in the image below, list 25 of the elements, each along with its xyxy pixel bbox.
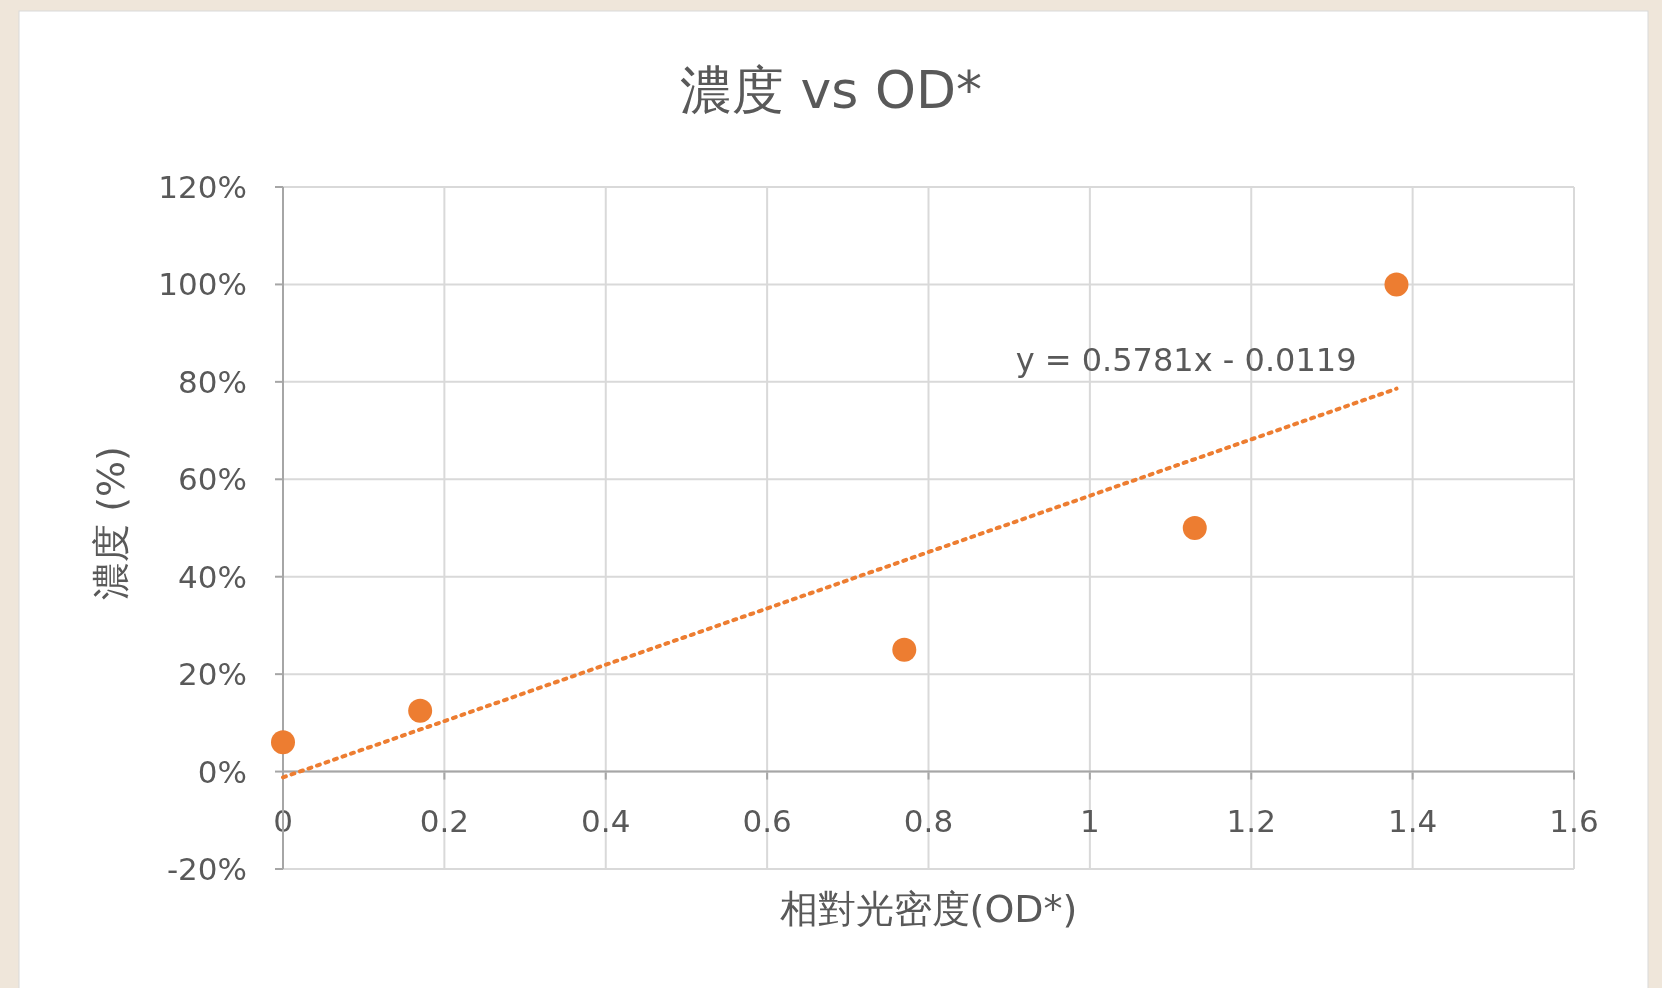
x-axis-title: 相對光密度(OD*) — [779, 887, 1078, 931]
y-tick-label: 0% — [197, 753, 247, 790]
x-tick-label: 0.4 — [581, 802, 631, 839]
y-axis-title: 濃度 (%) — [89, 446, 133, 600]
point — [408, 698, 433, 723]
point — [271, 730, 295, 755]
y-tick-label: 80% — [178, 363, 247, 400]
x-tick-label: 0.6 — [742, 802, 792, 839]
x-tick-label: 1 — [1080, 802, 1100, 839]
point — [1384, 272, 1409, 297]
y-tick-label: 60% — [178, 461, 247, 498]
annotation: y = 0.5781x - 0.0119 — [1015, 340, 1357, 379]
x-tick-label: 0.2 — [419, 802, 470, 839]
point — [892, 637, 917, 662]
y-tick-label: 100% — [158, 266, 247, 303]
x-tick-label: 1.4 — [1387, 802, 1438, 839]
y-tick-label: 20% — [178, 656, 247, 693]
point — [1182, 516, 1207, 540]
x-tick-label: 1.2 — [1226, 802, 1276, 839]
y-tick-label: -20% — [166, 851, 247, 887]
y-tick-label: 120% — [158, 169, 247, 205]
x-tick-label: 0.8 — [903, 802, 954, 839]
chart-title: 濃度 vs OD* — [680, 60, 982, 120]
x-tick-label: 1.6 — [1549, 802, 1599, 839]
y-tick-label: 40% — [178, 558, 247, 595]
